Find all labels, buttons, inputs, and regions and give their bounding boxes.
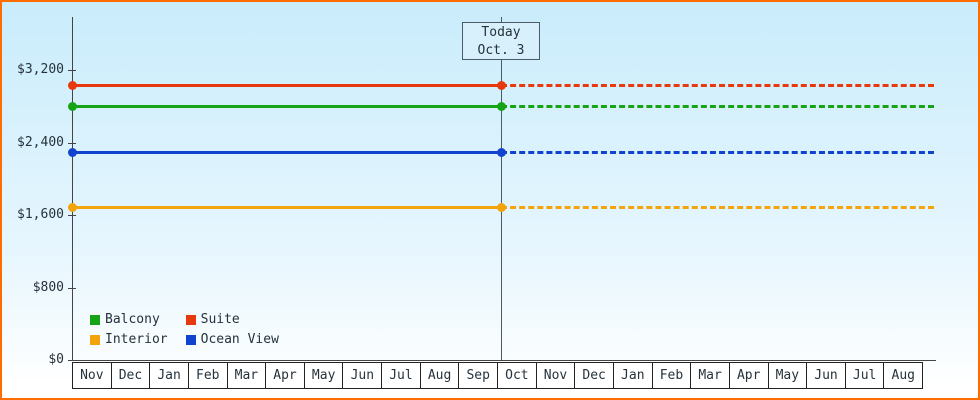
x-axis-month-cell: May [304,363,344,388]
x-axis-month-cell: Nov [536,363,576,388]
series-line-solid-interior [72,206,501,209]
legend-label: Balcony [105,312,160,327]
data-point-suite [497,81,506,90]
data-point-ocean-view [68,148,77,157]
y-axis-tick [68,70,76,71]
x-axis-month-cell: Jun [807,363,846,388]
x-axis-month-cell: Nov [73,363,112,388]
data-point-interior [68,203,77,212]
y-axis-label: $3,200 [17,62,64,77]
series-line-solid-suite [72,84,501,87]
x-axis-month-cell: Feb [188,363,228,388]
series-line-dashed-interior [501,206,934,209]
x-axis-month-row: Nov Dec Jan Feb Mar Apr May Jun Jul Aug Sep Oct Nov D… [72,362,923,389]
today-vertical-line [501,17,502,360]
legend-swatch-balcony [90,314,100,325]
series-line-dashed-ocean-view [501,151,934,154]
y-axis-label: $1,600 [17,207,64,222]
x-axis-month-cell: Aug [884,363,923,388]
x-axis-month-cell: Jul [845,363,885,388]
y-axis-label: $2,400 [17,135,64,150]
legend-item-balcony: Balcony [90,312,168,327]
data-point-balcony [68,102,77,111]
x-axis-month-cell: Feb [652,363,692,388]
y-axis-tick [68,288,76,289]
legend-swatch-interior [90,334,100,345]
y-axis-tick [68,215,76,216]
x-axis-month-cell: Dec [575,363,614,388]
series-line-dashed-suite [501,84,934,87]
series-line-solid-balcony [72,105,501,108]
series-line-dashed-balcony [501,105,934,108]
today-box-line1: Today [481,25,521,40]
data-point-interior [497,203,506,212]
x-axis-line [72,360,936,361]
legend-swatch-ocean-view [185,334,196,345]
x-axis-month-cell: Apr [729,363,769,388]
y-axis-tick [68,360,76,361]
data-point-ocean-view [497,148,506,157]
today-box-line2: Oct. 3 [477,43,525,58]
legend-label: Interior [105,332,168,347]
x-axis-month-cell: Dec [111,363,151,388]
series-line-solid-ocean-view [72,151,501,154]
x-axis-month-cell: Oct [498,363,537,388]
x-axis-month-cell: May [768,363,808,388]
legend-item-suite: Suite [185,312,279,327]
data-point-balcony [497,102,506,111]
x-axis-month-cell: Mar [691,363,730,388]
x-axis-month-cell: Aug [420,363,460,388]
x-axis-month-cell: Jan [613,363,653,388]
y-axis-line [72,17,73,360]
x-axis-month-cell: Apr [266,363,305,388]
x-axis-month-cell: Mar [227,363,267,388]
data-point-suite [68,81,77,90]
y-axis-tick [68,143,76,144]
x-axis-month-cell: Jun [343,363,383,388]
x-axis-month-cell: Sep [459,363,499,388]
today-marker-box: Today Oct. 3 [462,22,540,60]
legend-label: Ocean View [200,332,279,347]
legend-item-interior: Interior [90,332,168,347]
y-axis-label: $0 [48,352,64,367]
legend-label: Suite [200,312,240,327]
y-axis-label: $800 [32,280,64,295]
chart-legend: Balcony Suite Interior Ocean View [90,312,279,347]
legend-swatch-suite [185,314,196,325]
x-axis-month-cell: Jan [150,363,189,388]
legend-item-ocean-view: Ocean View [185,332,279,347]
x-axis-month-cell: Jul [382,363,421,388]
